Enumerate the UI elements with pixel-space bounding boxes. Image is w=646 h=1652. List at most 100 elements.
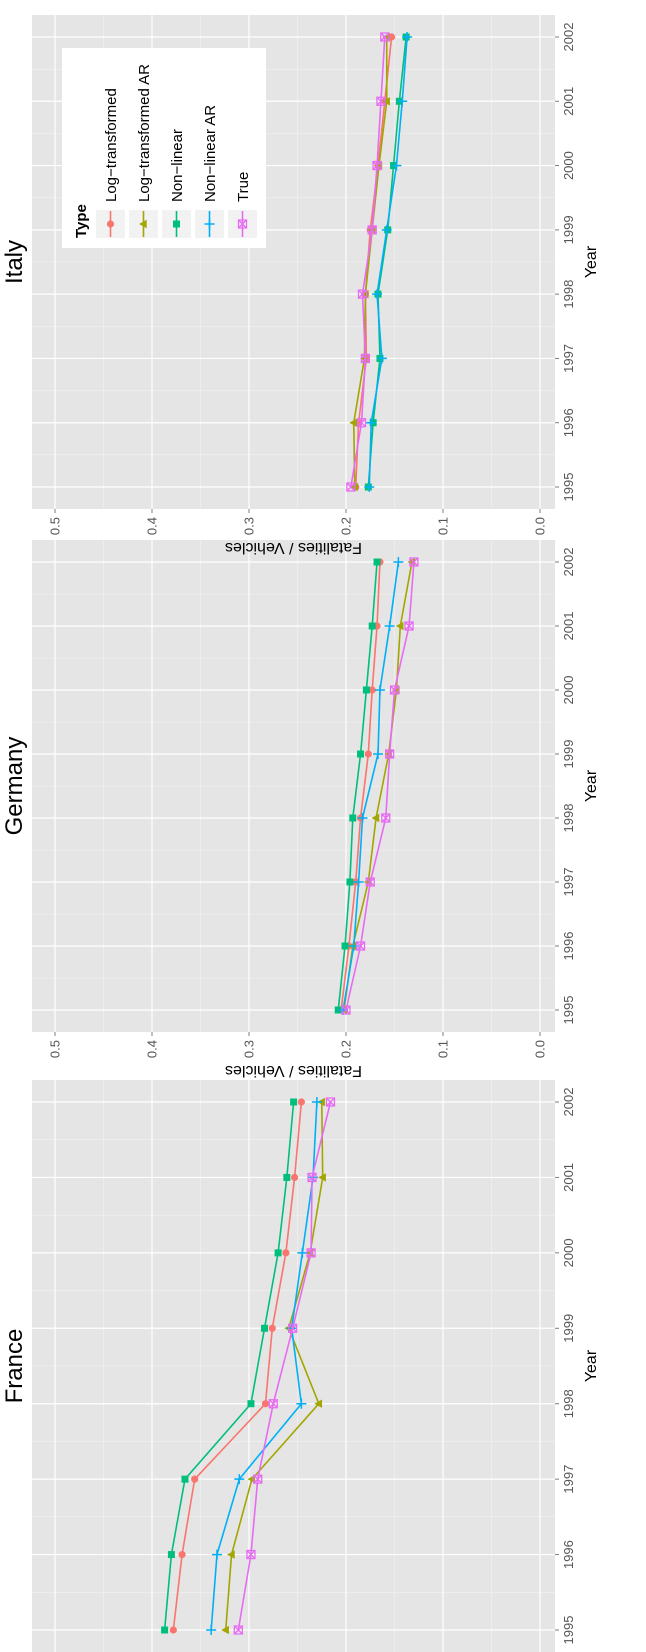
x-axis-title: Year	[583, 245, 600, 278]
data-point	[384, 621, 395, 631]
data-point	[356, 418, 367, 428]
data-point	[364, 482, 375, 492]
series-line	[368, 36, 408, 488]
series-0	[169, 1098, 305, 1634]
data-point	[374, 161, 383, 170]
data-point	[368, 622, 376, 630]
data-point	[234, 1474, 245, 1485]
data-point	[393, 557, 404, 567]
legend-label: Log−transformed	[103, 88, 120, 202]
series-line	[237, 1101, 332, 1631]
y-tick-label: 0.2	[339, 517, 354, 535]
x-tick-label: 1999	[561, 215, 576, 244]
data-point	[355, 941, 366, 951]
data-point	[181, 1475, 189, 1483]
x-tick-label: 2001	[561, 87, 576, 116]
series-4	[346, 32, 390, 492]
x-tick-label: 1999	[561, 1314, 576, 1343]
series-line	[163, 1101, 295, 1631]
panel-italy: 0.0 0.1 0.2 0.3 0.4 0.5 1995 1996 1997 1998 1999 20…	[1, 15, 600, 556]
legend-key-marker	[173, 220, 180, 228]
series-4	[341, 557, 419, 1015]
data-point	[297, 1098, 305, 1106]
data-point	[346, 878, 354, 886]
x-tick-label: 1998	[561, 804, 576, 833]
data-point	[349, 418, 357, 427]
x-tick-label: 1996	[561, 408, 576, 437]
series-line	[337, 561, 378, 1011]
x-tick-label: 1995	[561, 473, 576, 502]
data-point	[233, 1625, 243, 1635]
data-point	[274, 1249, 282, 1257]
x-axis-title: Year	[583, 1349, 600, 1382]
data-point	[211, 1549, 222, 1560]
data-point	[346, 482, 356, 492]
data-point	[357, 813, 368, 823]
series-4	[233, 1097, 336, 1635]
data-point	[297, 1247, 308, 1258]
data-point	[296, 1398, 307, 1409]
data-point	[247, 1400, 255, 1408]
x-tick-label: 2000	[561, 151, 576, 180]
data-point	[283, 1173, 291, 1181]
data-point	[376, 96, 386, 106]
data-point	[169, 1626, 177, 1634]
y-tick-label: 0.0	[533, 517, 548, 535]
data-point	[357, 289, 368, 299]
data-point	[325, 1097, 336, 1107]
series-line	[345, 561, 415, 1011]
x-tick-label: 2002	[561, 1088, 576, 1117]
series-line	[172, 1101, 303, 1631]
series-line	[340, 561, 381, 1011]
data-point	[382, 97, 390, 106]
data-point	[385, 749, 395, 759]
series-line	[343, 561, 413, 1011]
data-point	[290, 1173, 299, 1182]
legend-label: True	[235, 172, 252, 202]
legend: Type Log−transformed Log−transformed AR Non…	[62, 48, 266, 248]
series-3	[364, 32, 413, 492]
x-tick-label: 2000	[561, 676, 576, 705]
data-point	[365, 877, 375, 887]
x-tick-label: 1997	[561, 1465, 576, 1494]
x-tick-label: 1995	[561, 1616, 576, 1645]
data-point	[395, 621, 404, 631]
data-point	[391, 160, 402, 171]
data-point	[191, 1475, 199, 1483]
data-point	[360, 353, 371, 364]
data-point	[372, 289, 383, 300]
data-point	[318, 1173, 326, 1182]
data-point	[314, 1399, 323, 1408]
legend-key-marker	[204, 219, 215, 229]
data-point	[206, 1625, 217, 1635]
y-tick-label: 0.3	[242, 1040, 257, 1058]
data-point	[178, 1550, 186, 1559]
data-point	[167, 1551, 175, 1559]
series-line	[352, 37, 388, 488]
legend-label: Non−linear AR	[202, 105, 219, 202]
data-point	[374, 685, 385, 695]
data-point	[364, 750, 372, 758]
x-tick-label: 1995	[561, 996, 576, 1025]
series-line	[350, 36, 386, 488]
x-tick-label: 1997	[561, 868, 576, 897]
y-tick-label: 0.0	[533, 1040, 548, 1058]
y-tick-label: 0.5	[48, 517, 63, 535]
data-point	[268, 1324, 276, 1332]
data-point	[290, 1098, 298, 1106]
data-point	[268, 1399, 278, 1409]
x-tick-label: 1996	[561, 932, 576, 961]
data-point	[306, 1248, 316, 1258]
data-point	[227, 1550, 235, 1559]
x-tick-label: 1999	[561, 740, 576, 769]
data-point	[341, 942, 349, 950]
series-line	[342, 561, 400, 1011]
data-point	[341, 1005, 351, 1015]
y-tick-label: 0.5	[48, 1040, 63, 1058]
data-point	[373, 749, 384, 759]
panel-france: 0.00.10.20.30.40.51995199619971998199920…	[1, 1080, 600, 1652]
data-point	[366, 417, 377, 428]
y-tick-label: 0.2	[339, 1040, 354, 1058]
panel-title: France	[1, 1329, 28, 1404]
